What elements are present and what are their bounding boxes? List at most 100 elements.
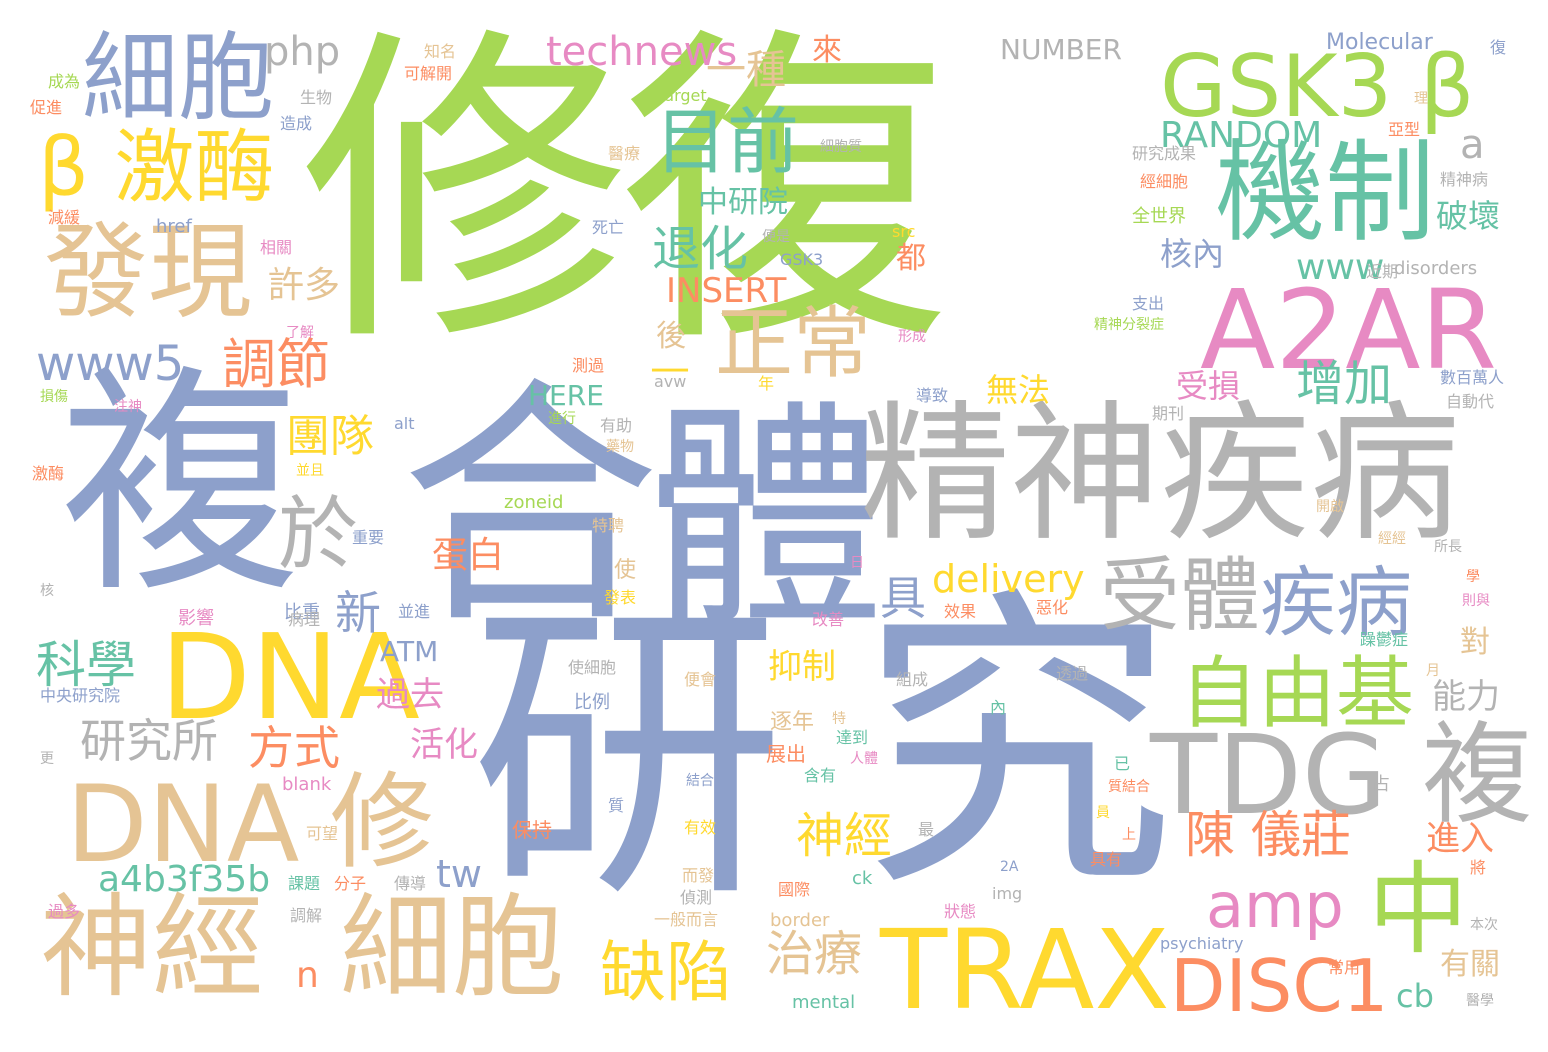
word-renti: 人體 xyxy=(850,751,878,767)
word-guoduo: 過多 xyxy=(48,902,81,921)
word-bili: 比例 xyxy=(574,692,610,713)
word-xue: 學 xyxy=(1466,569,1480,585)
word-suozhang: 所長 xyxy=(1434,539,1462,555)
word-dash: — xyxy=(650,345,690,391)
word-zhunian: 逐年 xyxy=(770,710,815,735)
word-zaocheng: 造成 xyxy=(280,114,313,133)
word-twoa: 2A xyxy=(1000,859,1019,875)
word-tw: tw xyxy=(436,852,482,896)
word-yiliao: 醫療 xyxy=(608,144,641,163)
word-here: HERE xyxy=(528,379,604,412)
word-dui: 對 xyxy=(1460,625,1490,660)
word-nengli: 能力 xyxy=(1432,677,1500,717)
word-xingcheng: 形成 xyxy=(898,329,926,345)
word-src: src xyxy=(892,222,916,241)
word-zoneid: zoneid xyxy=(504,492,564,513)
word-xiaoguo: 效果 xyxy=(944,602,977,621)
word-target: target xyxy=(658,86,707,105)
word-zhengchang: 正常 xyxy=(715,299,872,389)
word-jinxing: 進行 xyxy=(548,411,576,427)
word-jinqi: 近期 xyxy=(1366,262,1399,281)
word-molecular: Molecular xyxy=(1326,30,1433,55)
word-disorders: disorders xyxy=(1394,258,1478,279)
word-faxian: 發現 xyxy=(44,211,253,333)
word-yingxiang: 影響 xyxy=(178,608,214,629)
word-yizhong: 一種 xyxy=(706,47,786,93)
word-chenyizhuang: 陳 儀莊 xyxy=(1185,806,1351,864)
word-pohuai: 破壞 xyxy=(1436,197,1501,235)
word-tiaojie2: 調解 xyxy=(290,906,323,925)
word-ck: ck xyxy=(852,868,873,889)
word-fenzi: 分子 xyxy=(334,874,367,893)
word-technews: technews xyxy=(546,29,738,75)
word-chengwei: 成為 xyxy=(48,72,81,91)
word-dna2: DNA xyxy=(66,763,300,886)
word-tiaojie: 調節 xyxy=(222,333,330,396)
word-bianhui: 便會 xyxy=(684,670,717,689)
word-trax: TRAX xyxy=(880,906,1170,1034)
word-a4b3: a4b3f35b xyxy=(98,859,271,900)
word-yue: 月 xyxy=(1426,663,1440,679)
word-zhiliao: 治療 xyxy=(766,926,863,982)
word-disc1: DISC1 xyxy=(1170,944,1389,1028)
word-yiyuzheng: 躁鬱症 xyxy=(1360,630,1409,649)
word-bjimei: β 激酶 xyxy=(38,121,275,214)
word-cb: cb xyxy=(1396,977,1434,1015)
word-sunshang: 損傷 xyxy=(40,389,68,405)
word-zhan: 占 xyxy=(1372,774,1390,795)
word-ehua: 惡化 xyxy=(1036,598,1069,617)
word-shixibao: 使細胞 xyxy=(568,658,617,677)
word-number: NUMBER xyxy=(1000,33,1122,66)
word-a2ar: A2AR xyxy=(1200,266,1497,394)
word-tuandui: 團隊 xyxy=(286,411,374,462)
word-te: 特 xyxy=(832,711,846,727)
word-bingjin: 並進 xyxy=(398,602,431,621)
word-he: 合 xyxy=(400,357,660,659)
word-youguan: 有關 xyxy=(1440,947,1500,982)
word-xiu2: 修 xyxy=(330,761,435,883)
word-muqian: 目前 xyxy=(655,100,800,184)
word-zhongyangyanjiuyuan: 中央研究院 xyxy=(40,686,121,705)
word-zidongdai: 自動代 xyxy=(1446,392,1495,411)
word-zhongyao: 重要 xyxy=(352,528,385,547)
word-tuihua: 退化 xyxy=(652,221,749,277)
word-yibaneryan: 一般而言 xyxy=(654,910,719,929)
word-mental: mental xyxy=(792,992,856,1013)
word-zeyu: 則與 xyxy=(1462,593,1490,609)
word-delivery: delivery xyxy=(932,557,1085,601)
word-zengjia: 增加 xyxy=(1296,356,1393,412)
word-www: www xyxy=(1296,247,1385,288)
word-quanshijie: 全世界 xyxy=(1132,206,1186,227)
word-shenjing1: 神經 xyxy=(40,883,264,1013)
word-guoqu: 過去 xyxy=(376,675,444,715)
word-xin: 新 xyxy=(335,586,381,640)
word-dna1: DNA xyxy=(160,608,420,746)
word-jizhi: 機制 xyxy=(1215,129,1435,257)
word-nei: 內 xyxy=(990,698,1007,717)
word-www5: www5 xyxy=(36,336,185,392)
word-youxiao: 有效 xyxy=(684,818,717,837)
word-zhence: 偵測 xyxy=(680,888,713,907)
word-liaojie: 了解 xyxy=(286,325,314,341)
word-xiangguan: 相關 xyxy=(260,238,293,257)
word-zucheng: 組成 xyxy=(896,670,929,689)
word-jinru: 進入 xyxy=(1426,819,1494,859)
word-ri: 日 xyxy=(850,555,864,571)
word-xuduo: 許多 xyxy=(268,265,341,306)
word-guoji: 國際 xyxy=(778,880,811,899)
word-juju: 具 xyxy=(880,571,926,625)
word-yizhi: 抑制 xyxy=(768,647,836,687)
word-zhuangtai: 狀態 xyxy=(944,902,977,921)
word-yanjiusuo: 研究所 xyxy=(80,714,218,768)
word-lai: 來 xyxy=(812,33,842,68)
word-ceguo: 測過 xyxy=(572,356,605,375)
word-shengwu: 生物 xyxy=(300,88,333,107)
word-wufa: 無法 xyxy=(986,371,1051,409)
word-img: img xyxy=(992,884,1023,903)
word-jingshenfenlie: 精神分裂症 xyxy=(1094,317,1164,333)
word-avw: avw xyxy=(654,372,687,391)
word-shang: 上 xyxy=(1122,827,1136,843)
word-tdgfu: TDG 複 xyxy=(1150,711,1533,839)
word-jingjing: 經經 xyxy=(1378,531,1406,547)
